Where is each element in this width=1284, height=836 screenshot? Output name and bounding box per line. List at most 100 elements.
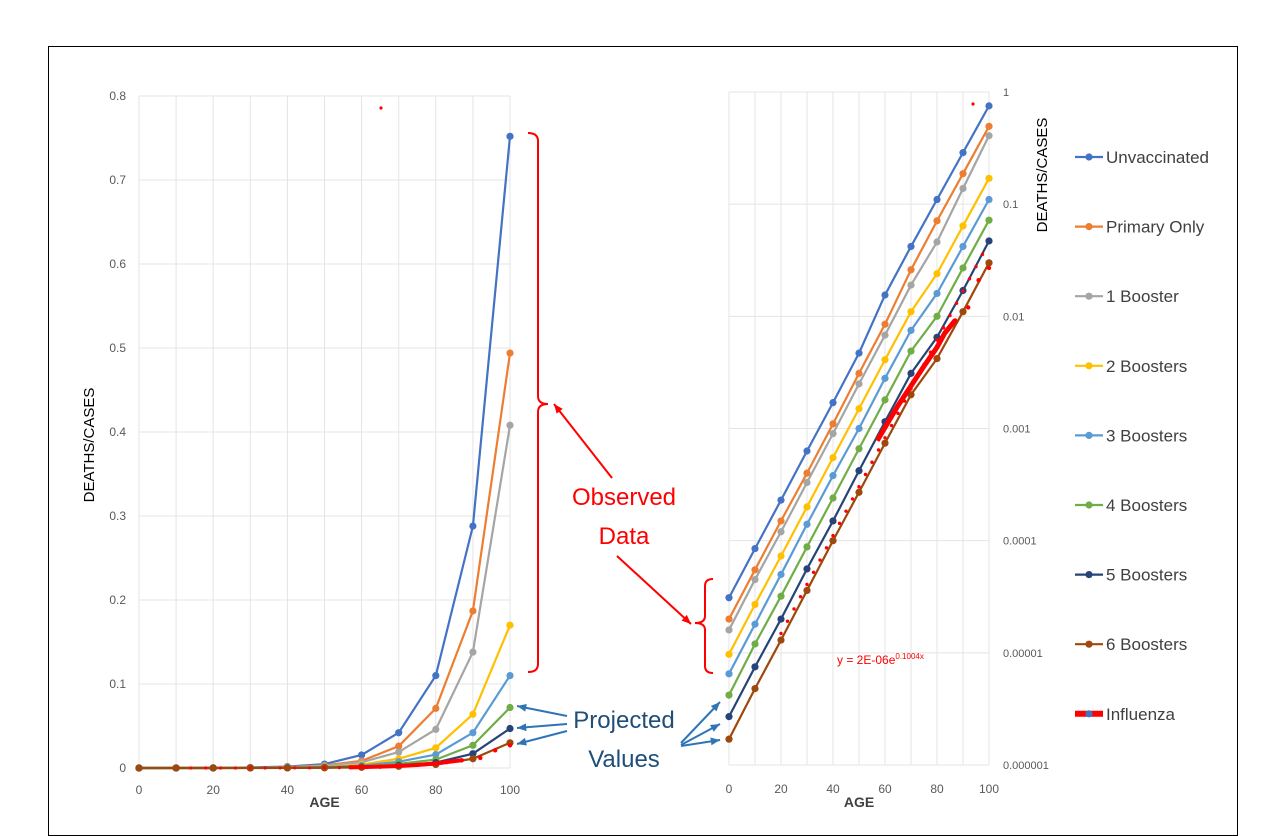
legend-item-5-boosters: 5 Boosters bbox=[1075, 566, 1187, 585]
legend-item-primary-only: Primary Only bbox=[1075, 218, 1205, 237]
series-influenza-log bbox=[779, 252, 992, 636]
legend-item-unvaccinated: Unvaccinated bbox=[1075, 148, 1209, 167]
projected-arrow-left-1 bbox=[516, 703, 568, 717]
data-point bbox=[829, 517, 837, 525]
data-point bbox=[985, 237, 993, 245]
data-point bbox=[725, 650, 733, 658]
data-point bbox=[506, 349, 514, 357]
data-point bbox=[777, 552, 785, 560]
data-point bbox=[881, 291, 889, 299]
trend-dot bbox=[785, 619, 790, 623]
arrow-head bbox=[517, 737, 527, 746]
legend-item-influenza: Influenza bbox=[1075, 705, 1176, 724]
legend-item-6-boosters: 6 Boosters bbox=[1075, 635, 1187, 654]
data-point bbox=[959, 308, 967, 316]
y-tick-label: 0.00001 bbox=[1003, 648, 1043, 660]
data-point bbox=[855, 424, 863, 433]
data-point bbox=[803, 543, 811, 551]
x-tick-label: 100 bbox=[500, 783, 520, 797]
observed-bracket-left bbox=[527, 132, 549, 673]
data-point bbox=[986, 265, 992, 271]
data-point bbox=[751, 663, 759, 671]
data-point bbox=[985, 174, 993, 182]
trend-dot bbox=[850, 497, 855, 501]
x-tick-label: 20 bbox=[207, 783, 221, 797]
data-point bbox=[751, 640, 759, 648]
data-point bbox=[725, 713, 733, 721]
y-tick-label: 0.000001 bbox=[1003, 760, 1049, 772]
data-point bbox=[829, 399, 837, 407]
data-point bbox=[172, 764, 180, 772]
data-point bbox=[933, 270, 941, 278]
data-point bbox=[209, 764, 217, 772]
data-point bbox=[395, 742, 403, 750]
arrow-shaft bbox=[680, 701, 721, 744]
data-point bbox=[966, 305, 971, 310]
y-tick-label: 0.1 bbox=[109, 677, 126, 691]
series-influenza-linear bbox=[189, 743, 513, 770]
legend-label: 1 Booster bbox=[1106, 287, 1179, 306]
data-point bbox=[907, 326, 915, 334]
legend-label: 4 Boosters bbox=[1106, 496, 1187, 515]
data-point bbox=[777, 636, 785, 644]
data-point bbox=[933, 217, 941, 225]
trend-dot bbox=[896, 411, 900, 416]
y-tick-label: 0.0001 bbox=[1003, 536, 1037, 548]
legend-label: 6 Boosters bbox=[1106, 635, 1187, 654]
y-tick-label: 0.5 bbox=[109, 341, 126, 355]
data-point bbox=[829, 420, 837, 428]
legend-swatch-marker bbox=[1085, 571, 1093, 579]
data-point bbox=[725, 615, 733, 623]
arrow-head bbox=[681, 614, 691, 624]
legend-swatch-marker bbox=[1085, 501, 1093, 509]
data-point bbox=[358, 751, 366, 759]
trend-dot bbox=[831, 533, 835, 538]
legend-swatch-marker bbox=[1085, 362, 1093, 370]
data-point bbox=[751, 620, 759, 628]
x-tick-label: 80 bbox=[930, 782, 944, 796]
x-axis-title: AGE bbox=[844, 794, 874, 810]
trend-dot bbox=[811, 570, 816, 574]
trend-dot bbox=[876, 448, 881, 452]
data-point bbox=[881, 320, 889, 328]
trend-dot bbox=[189, 766, 193, 770]
y-tick-label: 0.6 bbox=[109, 257, 126, 271]
legend-swatch-marker bbox=[1085, 640, 1093, 648]
arrow-head bbox=[710, 724, 720, 732]
data-point bbox=[907, 369, 915, 377]
series-1-booster-log bbox=[725, 132, 993, 634]
data-point bbox=[478, 755, 483, 761]
legend-label: Unvaccinated bbox=[1106, 148, 1209, 167]
y-tick-label: 0.4 bbox=[109, 425, 126, 439]
y-tick-label: 0.7 bbox=[109, 173, 126, 187]
observed-arrow-up bbox=[553, 403, 613, 479]
data-point bbox=[953, 318, 958, 323]
y-tick-label: 0.3 bbox=[109, 509, 126, 523]
x-tick-label: 100 bbox=[979, 782, 999, 796]
legend-item-4-boosters: 4 Boosters bbox=[1075, 496, 1187, 515]
trend-dot bbox=[889, 423, 894, 428]
data-point bbox=[506, 621, 514, 629]
stray-marker bbox=[971, 102, 975, 106]
series-line bbox=[350, 758, 463, 770]
data-point bbox=[855, 405, 863, 413]
trend-dot bbox=[792, 607, 796, 611]
series-4-boosters-log bbox=[725, 216, 993, 699]
x-tick-label: 40 bbox=[281, 783, 295, 797]
projected-arrow-right-3 bbox=[680, 737, 721, 747]
data-point bbox=[829, 454, 837, 462]
data-point bbox=[432, 744, 440, 752]
data-point bbox=[959, 170, 967, 178]
legend-label: 2 Boosters bbox=[1106, 357, 1187, 376]
trend-dot bbox=[883, 436, 887, 440]
data-point bbox=[855, 369, 863, 377]
data-point bbox=[506, 132, 514, 140]
chart-annotations: Observed Data Projected Values bbox=[516, 132, 721, 773]
x-tick-label: 60 bbox=[355, 783, 369, 797]
trend-dot bbox=[857, 484, 861, 489]
trend-dot bbox=[233, 766, 238, 770]
data-point bbox=[829, 430, 837, 438]
series-2-boosters-log bbox=[725, 174, 993, 658]
projected-label-line1: Projected bbox=[573, 707, 674, 734]
projected-label-line2: Values bbox=[588, 746, 660, 773]
